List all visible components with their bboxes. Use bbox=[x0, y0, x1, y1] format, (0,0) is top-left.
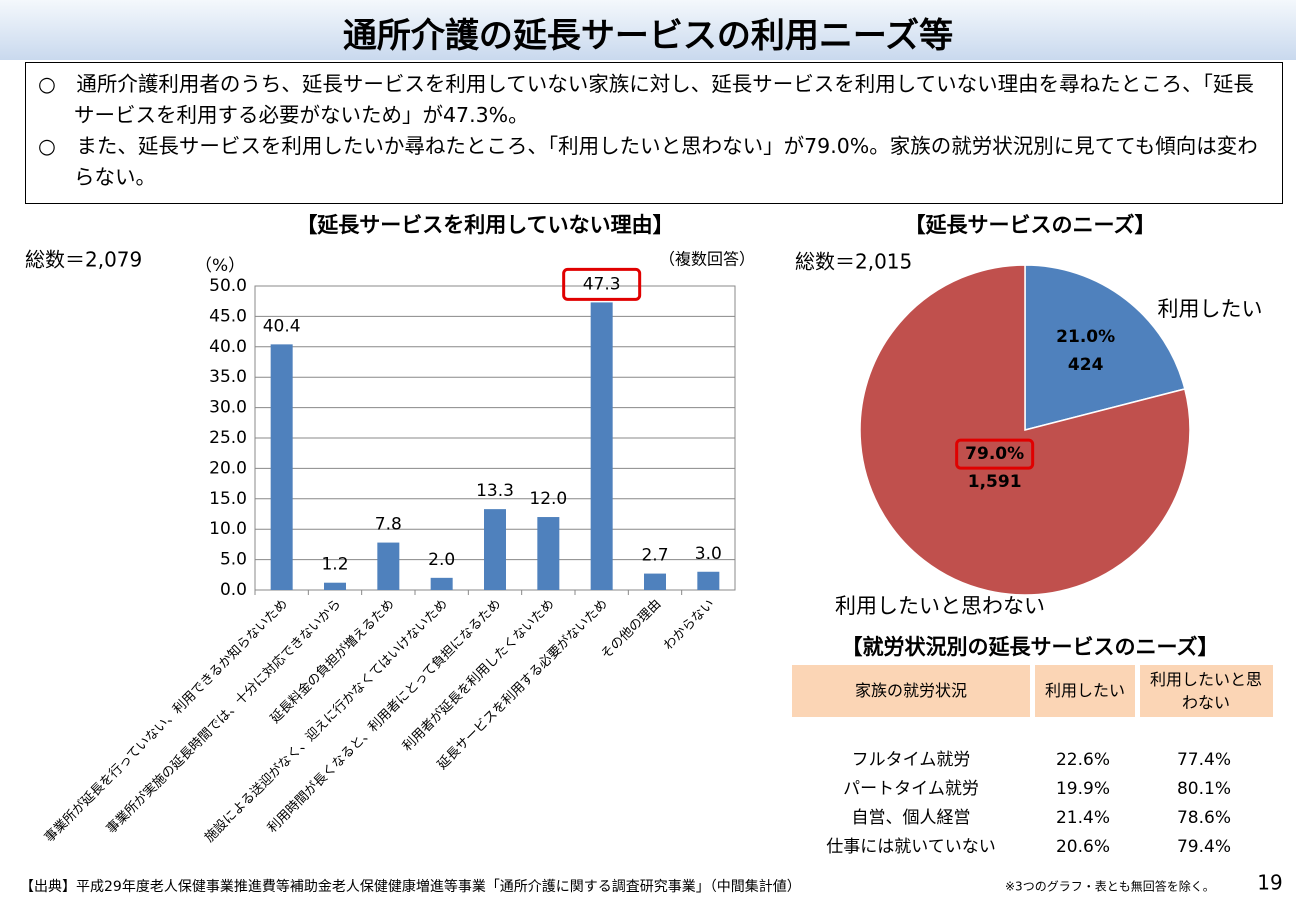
value-label: 47.3 bbox=[583, 274, 621, 294]
highlight-box bbox=[562, 267, 642, 301]
bar-title: 【延長サービスを利用していない理由】 bbox=[296, 213, 673, 237]
value-label: 13.3 bbox=[476, 481, 514, 501]
x-tick-label: 事業所が延長を行っていない、利用できるか知らないため bbox=[41, 596, 291, 846]
page-number: 19 bbox=[1257, 871, 1282, 895]
value-label: 3.0 bbox=[695, 544, 722, 564]
source: 【出典】平成29年度老人保健事業推進費等補助金老人保健健康増進等事業「通所介護に… bbox=[20, 878, 801, 895]
pie-title: 【延長サービスのニーズ】 bbox=[905, 213, 1156, 237]
y-tick-label: 20.0 bbox=[209, 458, 247, 478]
value-label: 1.2 bbox=[321, 555, 348, 575]
page-title: 通所介護の延長サービスの利用ニーズ等 bbox=[342, 16, 954, 56]
y-tick-label: 15.0 bbox=[209, 489, 247, 509]
pie-count: 424 bbox=[1068, 355, 1104, 375]
highlight-box bbox=[955, 438, 1035, 470]
table-header-cell bbox=[792, 665, 1030, 717]
y-unit: （%） bbox=[195, 256, 245, 276]
pie-slice bbox=[859, 264, 1191, 596]
table-cell: 80.1% bbox=[1177, 779, 1231, 799]
pie-category: 利用したいと思わない bbox=[835, 594, 1045, 618]
table-cell: パートタイム就労 bbox=[843, 779, 979, 799]
bar bbox=[537, 517, 560, 590]
table-header: 家族の就労状況 bbox=[854, 681, 967, 700]
table-cell: 79.4% bbox=[1177, 837, 1231, 857]
y-tick-label: 30.0 bbox=[209, 398, 247, 418]
pie-count: 1,591 bbox=[968, 472, 1022, 492]
x-tick-label: 施設による送迎がなく、迎えに行かなくてはいけないため bbox=[201, 596, 451, 846]
table-cell: 仕事には就いていない bbox=[826, 837, 996, 857]
summary-box: ○ 通所介護利用者のうち、延長サービスを利用していない家族に対し、延長サービスを… bbox=[25, 62, 1283, 204]
table-header-cell bbox=[1140, 665, 1273, 717]
y-tick-label: 45.0 bbox=[209, 306, 247, 326]
pie-slice bbox=[1024, 264, 1186, 431]
bar bbox=[430, 577, 453, 590]
table-cell: 21.4% bbox=[1056, 808, 1110, 828]
y-tick-label: 50.0 bbox=[209, 276, 247, 296]
table-cell: 20.6% bbox=[1056, 837, 1110, 857]
summary-line: ○ 通所介護利用者のうち、延長サービスを利用していない家族に対し、延長サービスを… bbox=[38, 72, 1254, 127]
table-header: 利用したいと思わない bbox=[1149, 670, 1262, 712]
table-cell: 19.9% bbox=[1056, 779, 1110, 799]
y-tick-label: 5.0 bbox=[220, 550, 247, 570]
bar-total: 総数＝2,079 bbox=[25, 248, 142, 272]
pie-percent: 21.0% bbox=[1056, 327, 1115, 347]
table-cell: 自営、個人経営 bbox=[852, 808, 971, 828]
value-label: 2.0 bbox=[428, 550, 455, 570]
summary-line: ○ また、延長サービスを利用したいか尋ねたところ、「利用したいと思わない」が79… bbox=[38, 134, 1258, 189]
pie-total: 総数＝2,015 bbox=[795, 250, 912, 274]
value-label: 40.4 bbox=[263, 316, 301, 336]
bar bbox=[270, 344, 293, 590]
y-tick-label: 40.0 bbox=[209, 337, 247, 357]
pie-percent: 79.0% bbox=[965, 444, 1024, 464]
bar bbox=[590, 302, 613, 590]
bar bbox=[484, 509, 506, 590]
bar-note: （複数回答） bbox=[659, 250, 755, 269]
table-cell: 22.6% bbox=[1056, 750, 1110, 770]
value-label: 7.8 bbox=[375, 515, 402, 535]
value-label: 12.0 bbox=[529, 489, 567, 509]
bar bbox=[697, 571, 720, 590]
y-tick-label: 25.0 bbox=[209, 428, 247, 448]
bar bbox=[324, 582, 346, 590]
table-header: 利用したい bbox=[1044, 681, 1125, 700]
y-tick-label: 0.0 bbox=[220, 580, 247, 600]
table-cell: 78.6% bbox=[1177, 808, 1231, 828]
y-tick-label: 10.0 bbox=[209, 519, 247, 539]
table-header-cell bbox=[1035, 665, 1135, 717]
x-tick-label: わからない bbox=[661, 597, 718, 654]
title-banner bbox=[0, 0, 1296, 60]
table-cell: フルタイム就労 bbox=[852, 750, 971, 770]
y-tick-label: 35.0 bbox=[209, 367, 247, 387]
bar bbox=[377, 542, 400, 590]
value-label: 2.7 bbox=[641, 546, 668, 566]
footnote: ※3つのグラフ・表とも無回答を除く。 bbox=[1005, 879, 1215, 894]
bar bbox=[644, 573, 666, 590]
table-cell: 77.4% bbox=[1177, 750, 1231, 770]
pie-category: 利用したい bbox=[1158, 297, 1263, 321]
table-title: 【就労状況別の延長サービスのニーズ】 bbox=[842, 635, 1219, 659]
